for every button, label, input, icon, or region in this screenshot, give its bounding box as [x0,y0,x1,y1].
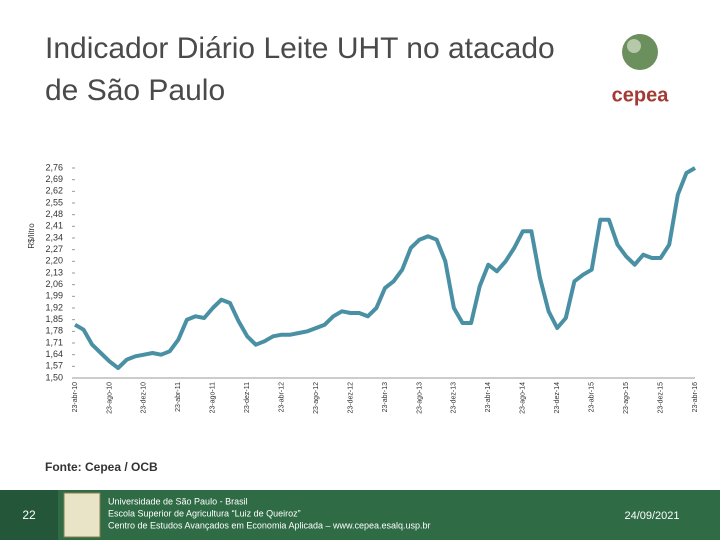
x-tick-label: 23-ago-14 [520,382,527,414]
footer-line: Escola Superior de Agricultura “Luiz de … [108,508,301,518]
x-tick-label: 23-abr-16 [692,382,699,412]
y-tick-label: 2,34 [45,232,63,242]
y-tick-label: 1,85 [45,314,63,324]
x-tick-label: 23-dez-15 [657,382,664,414]
x-tick-label: 23-abr-15 [589,382,596,412]
logo-highlight [627,39,641,53]
x-tick-label: 23-dez-14 [554,382,561,414]
y-tick-label: 1,92 [45,302,63,312]
logo-globe [622,34,658,70]
x-tick-label: 23-abr-11 [175,382,182,412]
y-axis-label: R$/litro [27,223,36,249]
x-tick-label: 23-ago-10 [106,382,113,414]
x-tick-label: 23-abr-10 [72,382,79,412]
page-number: 22 [22,508,36,522]
y-tick-label: 2,76 [45,162,63,172]
x-tick-label: 23-ago-13 [416,382,423,414]
x-tick-label: 23-ago-11 [210,382,217,414]
y-tick-label: 1,78 [45,326,63,336]
x-tick-label: 23-dez-12 [347,382,354,414]
x-tick-label: 23-dez-13 [451,382,458,414]
x-tick-label: 23-dez-10 [141,382,148,414]
y-tick-label: 2,62 [45,186,63,196]
y-tick-label: 1,57 [45,361,63,371]
logo-text: cepea [612,84,670,106]
footer-date: 24/09/2021 [624,510,679,522]
y-tick-label: 2,69 [45,174,63,184]
source: Fonte: Cepea / OCB [45,460,158,474]
y-tick-label: 2,41 [45,221,63,231]
y-tick-label: 2,55 [45,197,63,207]
y-tick-label: 1,71 [45,337,63,347]
x-tick-label: 23-abr-14 [485,382,492,412]
x-tick-label: 23-ago-12 [313,382,320,414]
y-tick-label: 2,27 [45,244,63,254]
title-line-1: Indicador Diário Leite UHT no atacado de … [45,32,555,107]
page-box [0,490,58,540]
logo: cepea [612,34,670,106]
y-tick-label: 2,48 [45,209,63,219]
x-tick-label: 23-ago-15 [623,382,630,414]
x-tick-label: 23-abr-13 [382,382,389,412]
footer-line: Centro de Estudos Avançados em Economia … [108,520,431,530]
y-tick-label: 1,99 [45,291,63,301]
x-tick-label: 23-dez-11 [244,382,251,413]
y-tick-label: 1,50 [45,372,63,382]
footer-band [0,490,720,540]
esalq-logo [63,492,101,538]
y-tick-label: 2,06 [45,279,63,289]
y-tick-label: 2,13 [45,267,63,277]
data-line [73,166,697,370]
y-tick-label: 1,64 [45,349,63,359]
x-tick-label: 23-abr-12 [279,382,286,412]
footer-line: Universidade de São Paulo - Brasil [108,496,248,506]
y-tick-label: 2,20 [45,256,63,266]
